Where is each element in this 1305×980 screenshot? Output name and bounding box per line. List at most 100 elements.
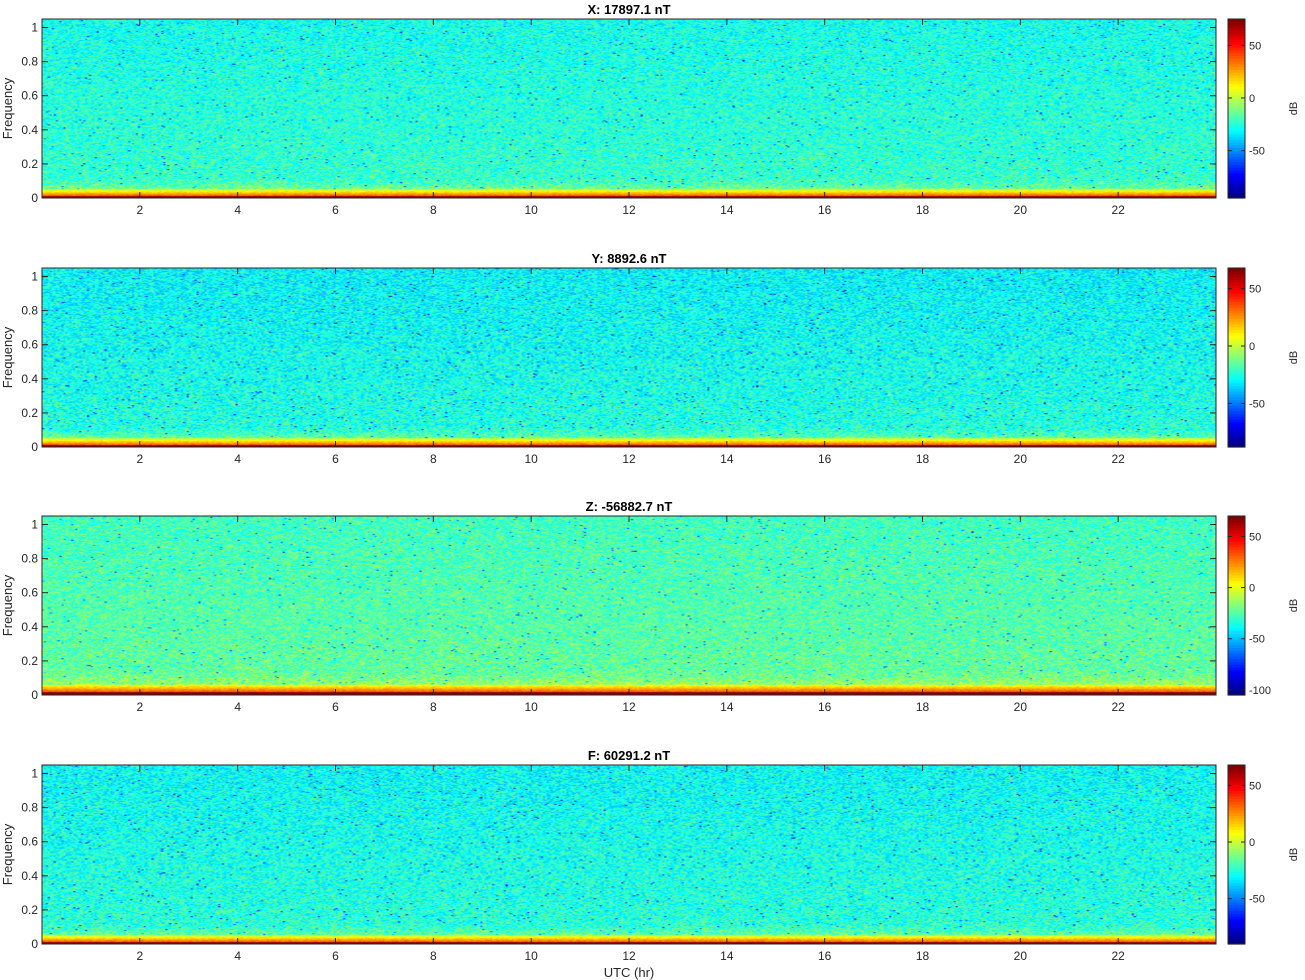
x-tick-label: 22 bbox=[1111, 949, 1125, 963]
colorbar-segment bbox=[1228, 97, 1245, 101]
colorbar-segment bbox=[1228, 924, 1245, 928]
colorbar-segment bbox=[1228, 413, 1245, 417]
colorbar-segment bbox=[1228, 851, 1245, 856]
colorbar-segment bbox=[1228, 798, 1245, 802]
colorbar-segment bbox=[1228, 172, 1245, 177]
colorbar-segment bbox=[1228, 287, 1245, 291]
colorbar-segment bbox=[1228, 102, 1245, 107]
colorbar-segment bbox=[1228, 433, 1245, 437]
x-tick-label: 22 bbox=[1111, 452, 1125, 466]
y-tick-label: 0.8 bbox=[21, 801, 38, 815]
colorbar-segment bbox=[1228, 840, 1245, 844]
spectrogram-panel-1: 2 4 6 8 10 12 14 16 18 20 22 0 0.2 0.4 0.6 0.8 1 X: 17897… bbox=[0, 2, 1300, 217]
colorbar-segment bbox=[1228, 591, 1245, 595]
colorbar-segment bbox=[1228, 608, 1245, 612]
colorbar-segment bbox=[1228, 58, 1245, 62]
colorbar-segment bbox=[1228, 678, 1245, 682]
colorbar-segment bbox=[1228, 529, 1245, 534]
colorbar-segment bbox=[1228, 340, 1245, 345]
panel-title: X: 17897.1 nT bbox=[587, 2, 670, 17]
colorbar-segment bbox=[1228, 27, 1245, 31]
colorbar-segment bbox=[1228, 893, 1245, 898]
colorbar-segment bbox=[1228, 815, 1245, 819]
colorbar-segment bbox=[1228, 270, 1245, 275]
colorbar-segment bbox=[1228, 647, 1245, 651]
colorbar-segment bbox=[1228, 801, 1245, 805]
colorbar-segment bbox=[1228, 765, 1245, 769]
colorbar-segment bbox=[1228, 184, 1245, 188]
x-tick-label: 16 bbox=[818, 700, 832, 714]
colorbar-segment bbox=[1228, 284, 1245, 289]
colorbar-segment bbox=[1228, 857, 1245, 861]
colorbar-segment bbox=[1228, 329, 1245, 333]
colorbar-segment bbox=[1228, 516, 1245, 520]
colorbar-segment bbox=[1228, 419, 1245, 423]
colorbar-segment bbox=[1228, 298, 1245, 303]
colorbar-segment bbox=[1228, 633, 1245, 637]
colorbar-segment bbox=[1228, 125, 1245, 129]
colorbar-segment bbox=[1228, 335, 1245, 339]
colorbar-segment bbox=[1228, 111, 1245, 115]
colorbar-segment bbox=[1228, 899, 1245, 903]
colorbar-segment bbox=[1228, 304, 1245, 308]
x-tick-label: 20 bbox=[1014, 203, 1028, 217]
colorbar-segment bbox=[1228, 641, 1245, 646]
y-tick-label: 0.6 bbox=[21, 338, 38, 352]
colorbar-segment bbox=[1228, 888, 1245, 892]
colorbar-tick-label: 50 bbox=[1249, 531, 1261, 543]
colorbar-segment bbox=[1228, 128, 1245, 132]
x-tick-label: 2 bbox=[136, 203, 143, 217]
x-tick-label: 2 bbox=[136, 949, 143, 963]
colorbar-segment bbox=[1228, 318, 1245, 322]
colorbar-segment bbox=[1228, 890, 1245, 895]
colorbar-segment bbox=[1228, 630, 1245, 635]
x-tick-label: 16 bbox=[818, 203, 832, 217]
colorbar-segment bbox=[1228, 181, 1245, 185]
colorbar-segment bbox=[1228, 773, 1245, 777]
colorbar-segment bbox=[1228, 323, 1245, 328]
colorbar-segment bbox=[1228, 46, 1245, 51]
colorbar-segment bbox=[1228, 21, 1245, 26]
colorbar-segment bbox=[1228, 524, 1245, 528]
y-tick-label: 1 bbox=[31, 767, 38, 781]
colorbar-segment bbox=[1228, 692, 1245, 696]
colorbar-segment bbox=[1228, 930, 1245, 934]
colorbar-tick-label: 50 bbox=[1249, 780, 1261, 792]
y-tick-label: 0.2 bbox=[21, 157, 38, 171]
spectrogram-panel-2: 2 4 6 8 10 12 14 16 18 20 22 0 0.2 0.4 0.6 0.8 1 Y: 8892.… bbox=[0, 251, 1300, 466]
colorbar-tick-label: 0 bbox=[1249, 837, 1255, 849]
colorbar-segment bbox=[1228, 186, 1245, 191]
colorbar-segment bbox=[1228, 421, 1245, 426]
colorbar-segment bbox=[1228, 94, 1245, 98]
colorbar-segment bbox=[1228, 402, 1245, 406]
colorbar-segment bbox=[1228, 150, 1245, 154]
colorbar-segment bbox=[1228, 599, 1245, 604]
colorbar-segment bbox=[1228, 35, 1245, 40]
colorbar-segment bbox=[1228, 438, 1245, 443]
y-tick-label: 0 bbox=[31, 688, 38, 702]
x-tick-label: 4 bbox=[234, 949, 241, 963]
y-tick-label: 0.2 bbox=[21, 654, 38, 668]
colorbar-segment bbox=[1228, 518, 1245, 523]
colorbar-segment bbox=[1228, 538, 1245, 542]
colorbar-segment bbox=[1228, 100, 1245, 104]
y-tick-label: 0.4 bbox=[21, 869, 38, 883]
colorbar-segment bbox=[1228, 521, 1245, 525]
colorbar-segment bbox=[1228, 52, 1245, 56]
colorbar-segment bbox=[1228, 32, 1245, 37]
colorbar-segment bbox=[1228, 935, 1245, 940]
colorbar-segment bbox=[1228, 88, 1245, 93]
colorbar-segment bbox=[1228, 326, 1245, 331]
x-tick-label: 10 bbox=[524, 203, 538, 217]
colorbar-segment bbox=[1228, 91, 1245, 96]
colorbar-segment bbox=[1228, 818, 1245, 822]
x-axis-label: UTC (hr) bbox=[604, 965, 655, 980]
colorbar-segment bbox=[1228, 882, 1245, 886]
y-tick-label: 0 bbox=[31, 937, 38, 951]
colorbar-label: dB bbox=[1288, 351, 1300, 364]
colorbar-segment bbox=[1228, 293, 1245, 297]
colorbar-segment bbox=[1228, 865, 1245, 870]
colorbar-segment bbox=[1228, 153, 1245, 157]
x-tick-label: 22 bbox=[1111, 700, 1125, 714]
